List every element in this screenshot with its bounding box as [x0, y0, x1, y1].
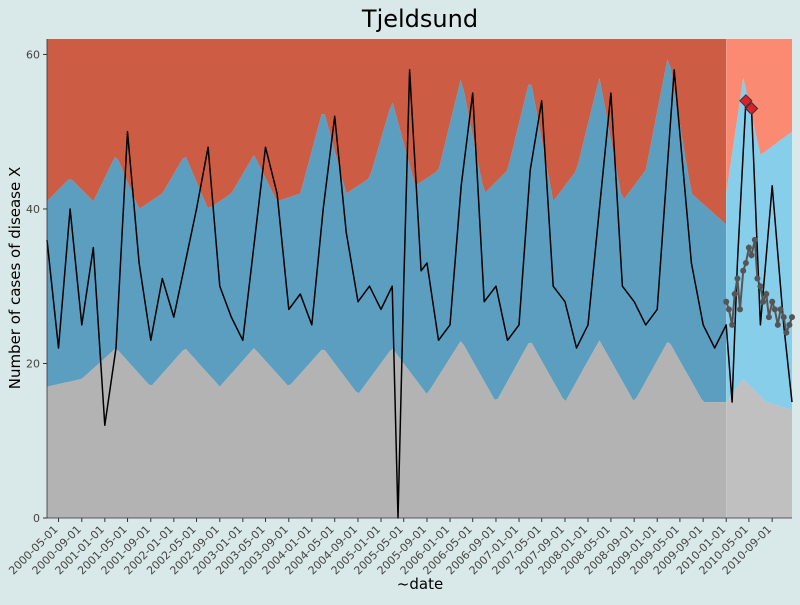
prediction-point [777, 306, 784, 313]
prediction-point [729, 321, 736, 328]
prediction-point [769, 298, 776, 305]
prediction-point [745, 244, 752, 251]
prediction-point [754, 275, 761, 282]
y-tick-label: 20 [26, 357, 40, 370]
prediction-point [748, 252, 755, 259]
lower-band-area [47, 340, 726, 518]
y-axis-label: Number of cases of disease X [6, 167, 24, 390]
prediction-point [765, 314, 772, 321]
prediction-point [734, 275, 741, 282]
observed-cases-line [46, 69, 793, 519]
prediction-point [786, 321, 793, 328]
chart-title: Tjeldsund [361, 5, 478, 33]
upper-band-prediction-area [726, 39, 792, 194]
prediction-point [789, 314, 795, 321]
upper-band-area [47, 39, 726, 225]
x-axis-label: ~date [397, 575, 443, 593]
prediction-point [725, 306, 732, 313]
alert-point-marker [739, 94, 753, 108]
prediction-point [783, 329, 790, 336]
plot-area: 02040602000-05-012000-09-012001-01-01200… [6, 39, 795, 577]
prediction-point [740, 267, 747, 274]
prediction-point [742, 260, 749, 266]
lower-band-prediction-area [726, 379, 792, 518]
prediction-point [751, 236, 758, 243]
y-tick-label: 60 [26, 48, 40, 61]
prediction-point [780, 314, 787, 321]
prediction-point [731, 291, 738, 297]
prediction-point [763, 291, 770, 297]
prediction-point [723, 298, 730, 305]
prediction-point [771, 306, 778, 313]
y-tick-label: 40 [26, 203, 40, 216]
normal-band-area [47, 59, 726, 403]
alert-point-marker [744, 101, 759, 116]
prediction-point [760, 298, 767, 305]
prediction-point [774, 321, 781, 328]
y-tick-label: 0 [33, 512, 40, 525]
prediction-point [737, 306, 743, 313]
prediction-point [757, 283, 764, 290]
